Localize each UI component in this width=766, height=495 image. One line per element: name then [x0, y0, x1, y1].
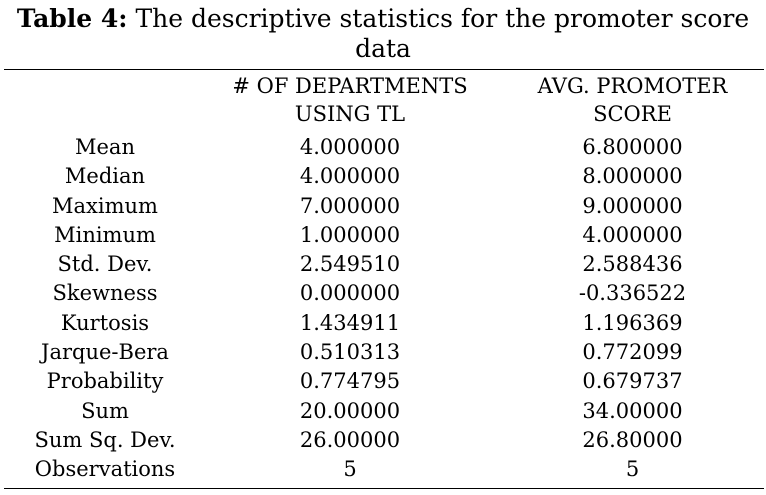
table-row: Std. Dev. 2.549510 2.588436	[0, 250, 766, 279]
row-label: Jarque-Bera	[41, 340, 169, 365]
table-row: Minimum 1.000000 4.000000	[0, 221, 766, 250]
table-row: Maximum 7.000000 9.000000	[0, 192, 766, 221]
cell-promoter-score: 8.000000	[582, 164, 683, 189]
column-header-line2: SCORE	[593, 102, 672, 126]
row-label: Median	[64, 164, 146, 189]
cell-departments: 4.000000	[299, 164, 401, 189]
table-top-rule	[4, 69, 764, 70]
cell-departments: 7.000000	[299, 193, 401, 218]
row-label: Maximum	[52, 193, 158, 218]
table-row: Median 4.000000 8.000000	[0, 162, 766, 191]
cell-promoter-score: -0.336522	[578, 281, 687, 306]
row-label: Std. Dev.	[57, 252, 153, 277]
row-label: Skewness	[52, 281, 158, 306]
cell-departments: 1.000000	[299, 222, 401, 247]
cell-promoter-score: 34.00000	[582, 398, 683, 423]
table-row: Observations 5 5	[0, 455, 766, 484]
cell-promoter-score: 4.000000	[582, 222, 683, 247]
cell-promoter-score: 9.000000	[582, 193, 683, 218]
table-row: Kurtosis 1.434911 1.196369	[0, 309, 766, 338]
cell-departments: 0.000000	[299, 281, 401, 306]
cell-promoter-score: 5	[625, 457, 640, 482]
caption-label: Table 4:	[16, 4, 128, 33]
row-label: Observations	[34, 457, 176, 482]
cell-promoter-score: 0.679737	[582, 369, 683, 394]
column-header-line2: USING TL	[294, 102, 406, 126]
cell-departments: 26.00000	[299, 427, 401, 452]
cell-promoter-score: 1.196369	[582, 310, 683, 335]
caption-text: The descriptive statistics for the promo…	[135, 4, 750, 33]
column-header-line1: AVG. PROMOTER	[537, 74, 728, 98]
cell-promoter-score: 26.80000	[582, 427, 683, 452]
cell-departments: 2.549510	[299, 252, 401, 277]
cell-promoter-score: 6.800000	[582, 135, 683, 159]
column-header-promoter-score: AVG. PROMOTER SCORE	[505, 72, 760, 128]
table-row: Sum Sq. Dev. 26.00000 26.80000	[0, 426, 766, 455]
row-label: Sum Sq. Dev.	[34, 427, 176, 452]
cell-departments: 0.510313	[299, 340, 401, 365]
table-bottom-rule	[4, 488, 764, 489]
cell-departments: 20.00000	[299, 398, 401, 423]
cell-promoter-score: 2.588436	[582, 252, 683, 277]
row-label: Minimum	[54, 222, 156, 247]
cell-departments: 4.000000	[299, 135, 401, 159]
table-row: Sum 20.00000 34.00000	[0, 397, 766, 426]
table-row: Mean 4.000000 6.800000	[0, 133, 766, 162]
row-label: Probability	[46, 369, 164, 394]
table-row: Jarque-Bera 0.510313 0.772099	[0, 338, 766, 367]
row-label: Kurtosis	[60, 310, 150, 335]
row-label: Mean	[75, 135, 135, 159]
column-header-departments: # OF DEPARTMENTS USING TL	[210, 72, 490, 128]
table-row: Skewness 0.000000 -0.336522	[0, 279, 766, 308]
cell-departments: 1.434911	[299, 310, 401, 335]
row-label: Sum	[81, 398, 129, 423]
column-header-line1: # OF DEPARTMENTS	[232, 74, 468, 98]
cell-departments: 5	[343, 457, 357, 482]
table-row: Probability 0.774795 0.679737	[0, 367, 766, 396]
table-body: Mean 4.000000 6.800000 Median 4.000000 8.0000…	[0, 133, 766, 485]
caption-text-line2: data	[355, 34, 411, 63]
cell-promoter-score: 0.772099	[582, 340, 683, 365]
table-caption: Table 4: The descriptive statistics for …	[0, 4, 766, 64]
cell-departments: 0.774795	[299, 369, 401, 394]
